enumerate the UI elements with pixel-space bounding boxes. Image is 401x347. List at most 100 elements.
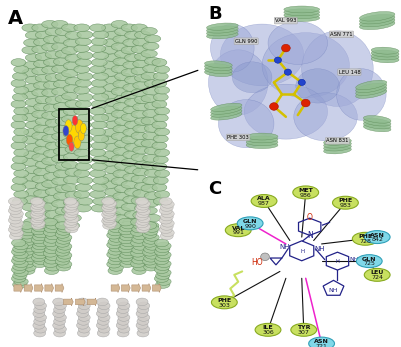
Ellipse shape: [125, 144, 141, 151]
Ellipse shape: [356, 80, 387, 90]
Ellipse shape: [211, 112, 242, 120]
Ellipse shape: [364, 269, 390, 281]
Ellipse shape: [232, 62, 272, 93]
Ellipse shape: [109, 264, 124, 271]
Ellipse shape: [77, 310, 89, 318]
Ellipse shape: [131, 45, 147, 53]
Ellipse shape: [42, 20, 58, 28]
Ellipse shape: [143, 110, 159, 117]
Ellipse shape: [43, 127, 60, 135]
Ellipse shape: [90, 86, 105, 94]
Ellipse shape: [66, 208, 79, 215]
FancyArrow shape: [34, 283, 43, 293]
Ellipse shape: [91, 184, 107, 191]
Ellipse shape: [54, 329, 65, 337]
Ellipse shape: [109, 244, 124, 252]
Ellipse shape: [156, 245, 170, 253]
Ellipse shape: [42, 135, 58, 142]
Ellipse shape: [268, 22, 328, 65]
Ellipse shape: [111, 110, 128, 118]
Ellipse shape: [363, 121, 391, 129]
Ellipse shape: [55, 302, 66, 310]
Text: 303: 303: [219, 303, 230, 307]
Text: H: H: [301, 249, 305, 254]
Ellipse shape: [77, 329, 89, 337]
Ellipse shape: [133, 146, 149, 154]
Ellipse shape: [75, 184, 91, 191]
Ellipse shape: [121, 113, 138, 121]
Ellipse shape: [131, 154, 147, 161]
Ellipse shape: [125, 32, 141, 39]
Ellipse shape: [90, 45, 105, 52]
Ellipse shape: [159, 217, 172, 224]
Ellipse shape: [161, 201, 174, 208]
FancyArrow shape: [111, 283, 120, 293]
Ellipse shape: [45, 211, 61, 218]
Ellipse shape: [43, 260, 58, 268]
Ellipse shape: [90, 24, 105, 32]
Ellipse shape: [31, 209, 44, 216]
Ellipse shape: [98, 325, 110, 333]
Ellipse shape: [113, 58, 129, 66]
Ellipse shape: [55, 185, 71, 193]
Ellipse shape: [131, 197, 147, 204]
Ellipse shape: [105, 188, 121, 196]
Ellipse shape: [160, 204, 173, 211]
Ellipse shape: [43, 81, 60, 89]
Ellipse shape: [159, 226, 172, 234]
Ellipse shape: [123, 39, 139, 46]
Text: VAL: VAL: [231, 226, 245, 231]
Ellipse shape: [43, 249, 58, 257]
Ellipse shape: [64, 205, 77, 213]
Ellipse shape: [125, 166, 141, 174]
Ellipse shape: [144, 237, 158, 244]
Ellipse shape: [138, 325, 150, 333]
Ellipse shape: [141, 184, 157, 192]
Ellipse shape: [31, 222, 44, 229]
Ellipse shape: [45, 51, 61, 59]
Ellipse shape: [103, 151, 119, 159]
Ellipse shape: [143, 65, 159, 73]
Ellipse shape: [52, 110, 68, 118]
Ellipse shape: [53, 80, 70, 88]
Ellipse shape: [93, 52, 109, 59]
Ellipse shape: [62, 138, 78, 146]
Ellipse shape: [93, 156, 109, 163]
Ellipse shape: [246, 133, 278, 140]
Ellipse shape: [77, 306, 89, 314]
Ellipse shape: [55, 257, 69, 265]
Text: N: N: [307, 231, 312, 240]
Ellipse shape: [11, 121, 26, 129]
Ellipse shape: [11, 163, 26, 170]
Circle shape: [298, 79, 305, 86]
Ellipse shape: [77, 31, 93, 39]
Ellipse shape: [105, 54, 121, 61]
Ellipse shape: [324, 147, 351, 154]
Ellipse shape: [153, 177, 168, 184]
Ellipse shape: [32, 154, 48, 161]
Ellipse shape: [45, 225, 59, 233]
Ellipse shape: [93, 73, 109, 80]
Ellipse shape: [42, 112, 58, 119]
Ellipse shape: [136, 321, 148, 329]
Ellipse shape: [22, 203, 38, 211]
Ellipse shape: [13, 272, 27, 279]
Ellipse shape: [155, 107, 170, 115]
Ellipse shape: [34, 211, 50, 219]
Ellipse shape: [8, 226, 21, 234]
Ellipse shape: [142, 222, 157, 229]
Ellipse shape: [133, 211, 149, 219]
Ellipse shape: [55, 231, 69, 238]
Ellipse shape: [91, 59, 107, 66]
Ellipse shape: [121, 239, 136, 247]
Ellipse shape: [74, 149, 90, 156]
Ellipse shape: [103, 196, 119, 203]
Ellipse shape: [138, 215, 150, 223]
Ellipse shape: [111, 133, 128, 140]
Ellipse shape: [119, 236, 133, 244]
Ellipse shape: [62, 161, 78, 169]
Ellipse shape: [131, 110, 147, 118]
Ellipse shape: [34, 329, 46, 337]
Ellipse shape: [11, 100, 26, 108]
Ellipse shape: [11, 142, 26, 150]
